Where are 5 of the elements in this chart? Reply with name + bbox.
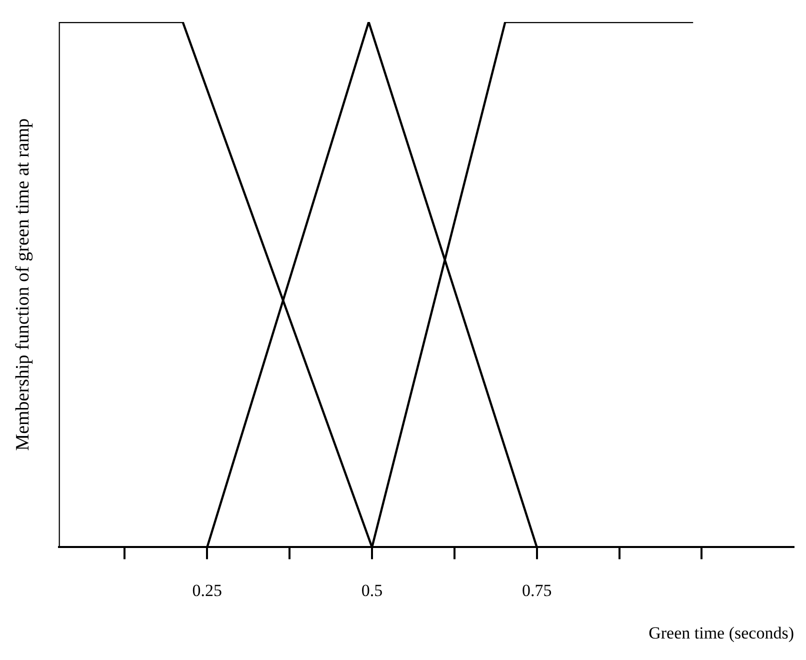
x-axis-title: Green time (seconds) <box>648 623 794 642</box>
x-tick-label: 0.75 <box>522 580 552 600</box>
y-axis-title: Membership function of green time at ramp <box>12 118 34 451</box>
x-tick-label: 0.5 <box>361 580 383 600</box>
x-tick-label: 0.25 <box>192 580 222 600</box>
